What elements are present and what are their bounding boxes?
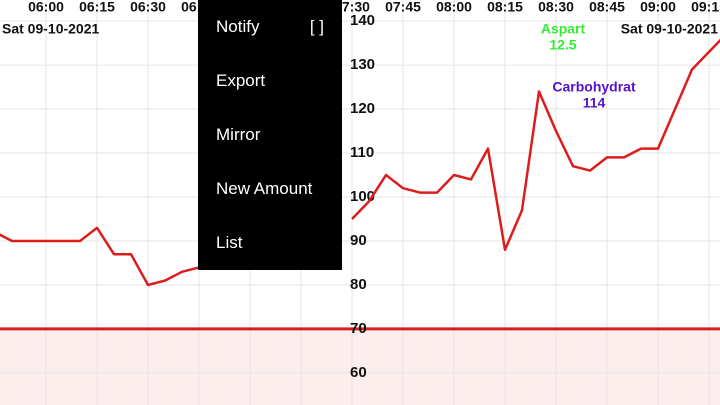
annotation-label: Aspart: [541, 21, 586, 37]
annotation-value: 114: [583, 95, 606, 111]
menu-item[interactable]: List: [216, 216, 324, 270]
annotation-label: Carbohydrat: [552, 79, 636, 95]
menu-item[interactable]: Mirror: [216, 108, 324, 162]
x-tick-label: 07:45: [385, 0, 421, 15]
y-tick-label: 120: [350, 100, 375, 117]
date-label: Sat 09-10-2021: [2, 21, 100, 37]
x-tick-label: 06:15: [79, 0, 115, 15]
y-tick-label: 130: [350, 56, 375, 73]
x-tick-label: 06:30: [130, 0, 166, 15]
menu-item-label: Mirror: [216, 125, 261, 144]
menu-item[interactable]: New Amount: [216, 162, 324, 216]
y-tick-label: 70: [350, 320, 367, 337]
x-tick-label: 08:30: [538, 0, 574, 15]
date-label: Sat 09-10-2021: [621, 21, 719, 37]
x-tick-label: 08:45: [589, 0, 625, 15]
x-tick-label: 08:00: [436, 0, 472, 15]
annotation-value: 12.5: [549, 37, 576, 53]
menu-item[interactable]: Notify [ ]: [216, 0, 324, 54]
low-region: [0, 328, 720, 405]
y-tick-label: 110: [350, 144, 374, 161]
popup-menu: Notify [ ] Export Mirror New Amount List: [198, 0, 342, 270]
menu-item-label: Notify: [216, 17, 260, 36]
menu-item-label: New Amount: [216, 179, 313, 198]
y-tick-label: 90: [350, 232, 367, 249]
x-tick-label: 06:00: [28, 0, 64, 15]
glucose-line: [0, 38, 720, 287]
x-tick-label: 09:15: [691, 0, 720, 15]
y-tick-label: 80: [350, 276, 367, 293]
x-tick-label: 08:15: [487, 0, 523, 15]
menu-item[interactable]: Export: [216, 54, 324, 108]
x-tick-label: 09:00: [640, 0, 676, 15]
y-tick-label: 60: [350, 364, 367, 381]
menu-item-label: Export: [216, 71, 266, 90]
menu-item-label: List: [216, 233, 243, 252]
menu-checkbox[interactable]: [ ]: [309, 17, 324, 36]
y-tick-label: 140: [350, 12, 375, 29]
x-tick-label: 07:30: [334, 0, 370, 15]
